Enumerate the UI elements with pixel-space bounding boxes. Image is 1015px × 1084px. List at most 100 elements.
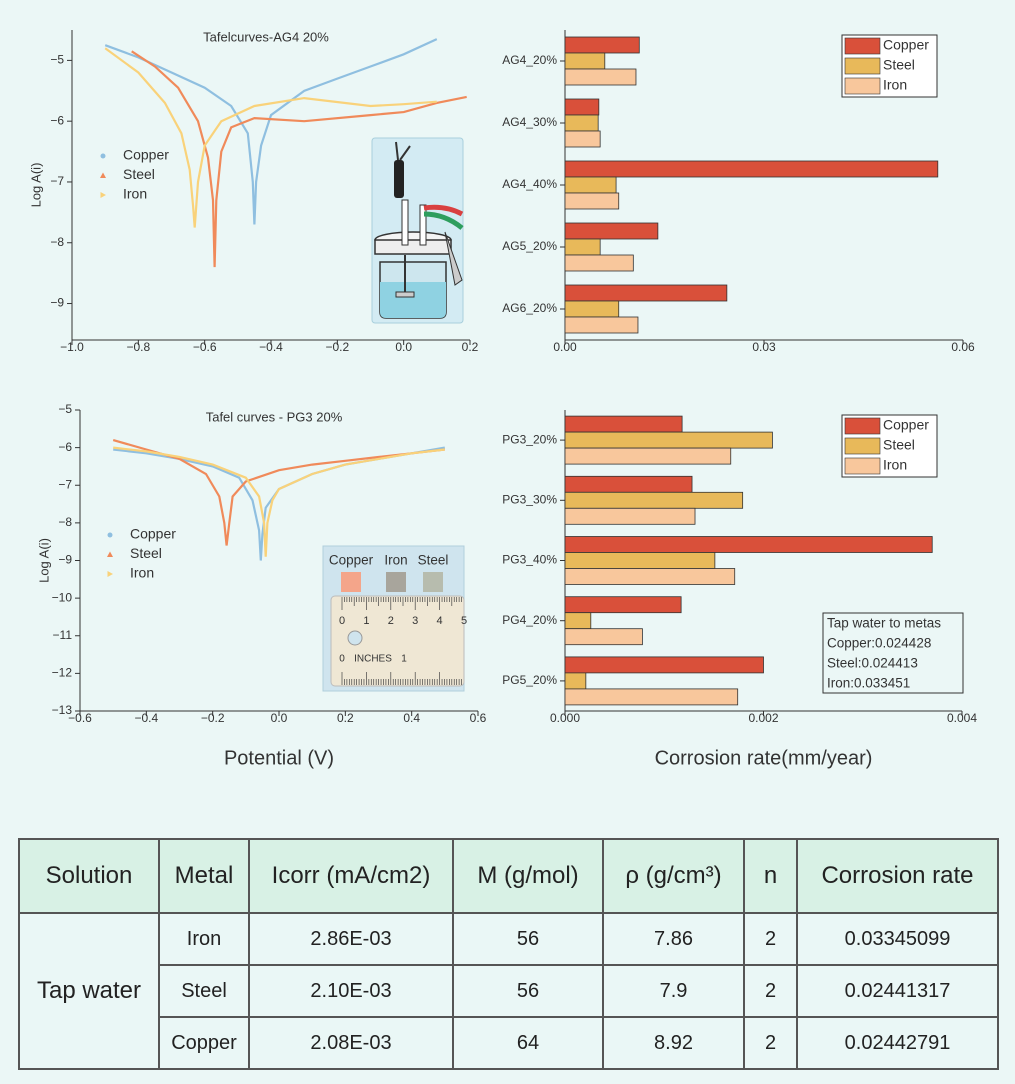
bar xyxy=(564,68,637,86)
table-cell: 0.02442791 xyxy=(796,1016,999,1070)
inset-label: Steel xyxy=(418,553,449,568)
x-axis-label: Corrosion rate(mm/year) xyxy=(655,747,873,769)
x-tick-label: −0.6 xyxy=(68,711,92,725)
y-tick-label: −8 xyxy=(58,515,72,529)
ruler-label: 1 xyxy=(363,615,369,627)
bar xyxy=(564,447,732,465)
bar xyxy=(564,238,601,256)
legend-marker xyxy=(100,192,106,198)
legend-swatch xyxy=(844,437,881,455)
table-cell: 0.02441317 xyxy=(796,964,999,1018)
y-tick-label: −6 xyxy=(50,113,64,127)
bar xyxy=(564,536,933,553)
x-tick-label: −1.0 xyxy=(60,340,84,354)
bar xyxy=(564,222,659,240)
y-tick-label: AG6_20% xyxy=(502,301,557,315)
table-row: Copper 2.08E-03 64 8.92 2 0.02442791 xyxy=(19,1016,999,1070)
curve xyxy=(113,446,445,561)
bar xyxy=(564,36,640,54)
ruler-label: 5 xyxy=(461,615,467,627)
ruler-label: 0 xyxy=(339,615,345,627)
bar xyxy=(564,300,620,318)
legend-label: Copper xyxy=(883,417,929,433)
y-tick-label: −8 xyxy=(50,235,64,249)
x-tick-label: −0.2 xyxy=(201,711,225,725)
legend-marker xyxy=(107,532,113,538)
bar xyxy=(564,130,601,148)
ruler-label: 2 xyxy=(388,615,394,627)
ruler-label: 4 xyxy=(437,615,443,627)
curve xyxy=(104,38,438,225)
x-tick-label: 0.6 xyxy=(470,711,487,725)
table-row: Tap water Iron 2.86E-03 56 7.86 2 0.03345099 xyxy=(18,912,999,1070)
bar xyxy=(564,552,716,569)
table-cell: 64 xyxy=(452,1016,604,1070)
y-tick-label: −6 xyxy=(58,440,72,454)
x-tick-label: 0.03 xyxy=(752,340,776,354)
ruler-label: INCHES xyxy=(354,654,392,665)
bar xyxy=(564,176,617,194)
y-axis-label: Log A(i) xyxy=(36,538,51,583)
table-cell: 56 xyxy=(452,964,604,1018)
y-tick-label: −11 xyxy=(53,628,73,642)
y-tick-label: −12 xyxy=(52,666,73,680)
table-cell: 2 xyxy=(743,964,798,1018)
table-cell: 56 xyxy=(452,912,604,966)
bar xyxy=(564,98,600,116)
legend-swatch xyxy=(844,57,881,75)
annotation: Copper:0.024428 xyxy=(827,636,931,651)
legend-marker xyxy=(107,571,113,577)
bar xyxy=(564,114,599,132)
legend-label: Copper xyxy=(883,37,929,53)
table-cell: 2 xyxy=(743,1016,798,1070)
table-row: Steel 2.10E-03 56 7.9 2 0.02441317 xyxy=(19,964,999,1018)
table-cell: 2 xyxy=(743,912,798,966)
x-tick-label: 0.4 xyxy=(403,711,420,725)
solution-cell: Tap water xyxy=(18,912,160,1070)
curve xyxy=(113,446,445,557)
x-tick-label: −0.6 xyxy=(193,340,217,354)
bar xyxy=(564,656,764,674)
annotation: Tap water to metas xyxy=(827,616,941,631)
y-axis-label: Log A(i) xyxy=(28,163,43,208)
bar xyxy=(564,254,634,272)
header-cell: Metal xyxy=(158,838,250,914)
x-tick-label: 0.004 xyxy=(947,711,977,725)
x-tick-label: 0.00 xyxy=(553,340,577,354)
table-cell: 7.86 xyxy=(602,912,745,966)
x-tick-label: −0.4 xyxy=(259,340,283,354)
y-tick-label: −13 xyxy=(52,703,73,717)
bar xyxy=(564,491,744,509)
ruler-label: 3 xyxy=(412,615,418,627)
legend-label: Steel xyxy=(883,437,915,453)
x-tick-label: 0.2 xyxy=(337,711,354,725)
y-tick-label: AG5_20% xyxy=(502,239,557,253)
data-table: Solution Metal Icorr (mA/cm2) M (g/mol) ρ (g… xyxy=(18,838,999,1070)
legend-label: Steel xyxy=(883,57,915,73)
legend-swatch xyxy=(844,417,881,435)
bar xyxy=(564,596,682,614)
bar xyxy=(564,628,643,646)
x-tick-label: −0.4 xyxy=(134,711,158,725)
header-cell: Icorr (mA/cm2) xyxy=(248,838,454,914)
table-cell: 0.03345099 xyxy=(796,912,999,966)
curve xyxy=(104,47,437,228)
y-tick-label: PG3_40% xyxy=(502,553,557,567)
x-tick-label: 0.002 xyxy=(748,711,778,725)
beaker-inset xyxy=(371,137,464,324)
inset-label: Iron xyxy=(384,553,407,568)
x-tick-label: −0.2 xyxy=(325,340,349,354)
bar xyxy=(564,507,696,525)
bar xyxy=(564,160,939,178)
table-cell: 2.86E-03 xyxy=(248,912,454,966)
charts: Copper Iron Steel 0 1 2 3 4 5 0 INCHES 1 −1.0 −0.8 −0… xyxy=(28,29,977,769)
legend-marker xyxy=(100,172,106,178)
y-tick-label: AG4_20% xyxy=(502,53,557,67)
table-cell: Copper xyxy=(158,1016,250,1070)
legend-label: Steel xyxy=(130,545,162,561)
annotation-box xyxy=(822,612,964,694)
y-tick-label: AG4_40% xyxy=(502,177,557,191)
annotation: Iron:0.033451 xyxy=(827,676,910,691)
legend-marker xyxy=(107,551,113,557)
x-tick-label: −0.8 xyxy=(126,340,150,354)
